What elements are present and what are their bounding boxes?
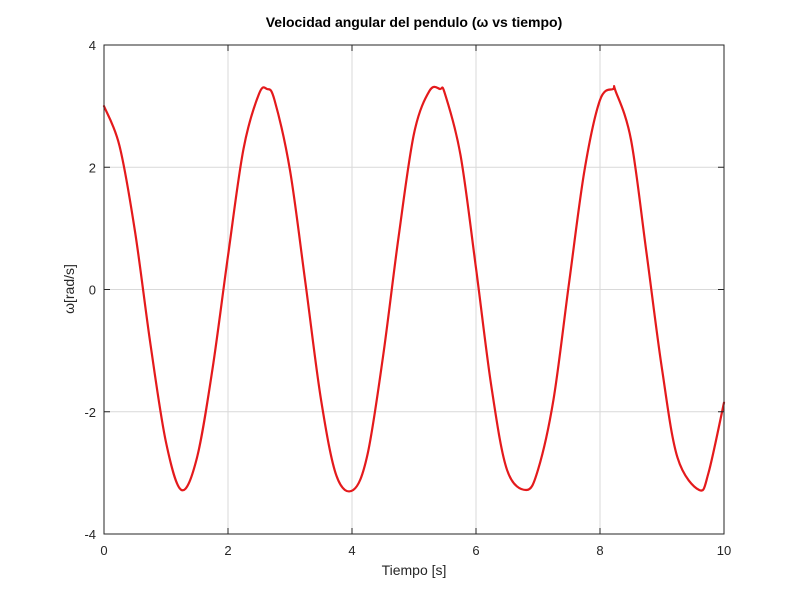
data-point xyxy=(165,441,167,443)
data-point xyxy=(180,489,183,491)
data-point xyxy=(397,236,400,239)
y-tick-label: -4 xyxy=(84,527,96,542)
data-point xyxy=(134,230,136,233)
x-tick-label: 2 xyxy=(224,543,231,558)
data-point xyxy=(645,252,648,254)
data-point xyxy=(707,472,710,474)
data-point xyxy=(352,489,354,491)
data-point xyxy=(661,368,663,370)
x-tick-label: 0 xyxy=(100,543,107,558)
y-tick-label: 4 xyxy=(89,38,96,53)
data-point xyxy=(475,267,477,269)
data-point xyxy=(211,368,214,370)
data-point xyxy=(242,148,245,150)
tick-labels: 0 2 4 6 8 10 -4 -2 0 2 4 xyxy=(84,38,731,558)
data-point xyxy=(304,282,307,284)
series-line xyxy=(102,85,726,493)
data-point xyxy=(583,169,586,171)
data-point xyxy=(320,398,322,401)
y-tick-label: 0 xyxy=(89,283,96,298)
data-point xyxy=(273,99,276,101)
data-point xyxy=(614,90,617,92)
y-axis-label: ω[rad/s] xyxy=(61,264,77,314)
data-point xyxy=(227,255,229,257)
data-point xyxy=(382,356,384,358)
data-point xyxy=(444,93,446,95)
y-tick-label: 2 xyxy=(89,160,96,175)
y-tick-label: -2 xyxy=(84,405,96,420)
x-tick-label: 6 xyxy=(472,543,479,558)
data-point xyxy=(149,343,152,346)
data-point xyxy=(599,99,601,101)
data-point xyxy=(258,93,260,95)
data-point xyxy=(266,88,268,90)
data-point xyxy=(428,90,431,92)
data-point xyxy=(459,154,462,156)
data-point xyxy=(335,475,338,477)
data-point xyxy=(612,88,614,90)
data-point xyxy=(568,282,570,284)
ticks xyxy=(103,44,725,535)
data-point xyxy=(698,489,700,491)
data-point xyxy=(537,469,539,471)
data-point xyxy=(506,469,508,471)
data-point xyxy=(366,453,369,456)
series-group xyxy=(102,85,726,493)
x-tick-label: 4 xyxy=(348,543,355,558)
x-tick-label: 8 xyxy=(596,543,603,558)
data-point xyxy=(413,133,415,135)
data-point xyxy=(490,386,493,388)
data-point xyxy=(552,398,555,401)
data-point xyxy=(676,456,679,459)
x-tick-label: 10 xyxy=(717,543,731,558)
data-point xyxy=(118,145,121,147)
data-point xyxy=(196,456,198,459)
data-point xyxy=(630,139,632,141)
x-axis-label: Tiempo [s] xyxy=(382,562,447,578)
data-point xyxy=(525,489,527,491)
chart-title: Velocidad angular del pendulo (ω vs tiem… xyxy=(266,14,563,30)
data-point xyxy=(289,169,291,171)
data-point xyxy=(439,88,441,90)
